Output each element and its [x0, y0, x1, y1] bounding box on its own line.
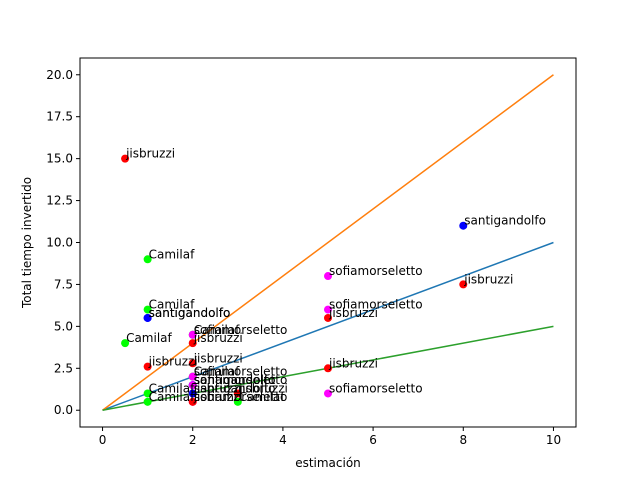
y-axis-ticks: 0.0 2.5 5.0 7.5 10.0 12.5 15.0 17.5 20.0	[46, 68, 80, 417]
data-point	[143, 305, 152, 314]
point-label: jisbruzzi	[193, 390, 243, 404]
x-axis-label: estimación	[295, 456, 361, 470]
y-tick-label: 7.5	[54, 277, 73, 291]
data-point	[121, 339, 130, 348]
point-label: santigandolfo	[194, 373, 276, 387]
data-point	[143, 255, 152, 264]
data-point	[324, 364, 332, 373]
point-label: jisbruzzi	[328, 356, 378, 370]
data-point	[188, 372, 197, 381]
point-label: sofiamorseletto	[329, 381, 423, 395]
point-label: Camilaf	[149, 298, 195, 312]
data-point	[143, 313, 152, 322]
data-point	[233, 397, 242, 406]
x-tick-label: 2	[189, 433, 197, 447]
data-point	[188, 389, 197, 398]
point-label: jisbruzzi	[238, 381, 288, 395]
y-tick-label: 2.5	[54, 361, 73, 375]
x-tick-label: 8	[459, 433, 467, 447]
data-point	[459, 280, 468, 289]
reference-line	[102, 241, 554, 411]
point-label: sofiamorseletto	[194, 365, 288, 379]
y-tick-label: 0.0	[54, 403, 73, 417]
data-point	[143, 397, 152, 406]
y-tick-label: 17.5	[46, 110, 73, 124]
point-label: sofiamorseletto	[194, 373, 288, 387]
x-tick-label: 10	[546, 433, 561, 447]
data-point	[188, 381, 197, 390]
point-label: Camilaf	[149, 381, 195, 395]
data-point	[121, 154, 130, 163]
data-points	[121, 154, 468, 406]
point-label: sofiamorseletto	[194, 323, 288, 337]
y-tick-label: 20.0	[46, 68, 73, 82]
point-label: santigandolfo	[194, 381, 276, 395]
data-point	[459, 221, 468, 230]
data-point	[233, 389, 242, 398]
point-label: santigandolfo	[149, 306, 231, 320]
point-label: jisbruzzi	[148, 355, 198, 369]
x-axis-ticks: 0 2 4 6 8 10	[99, 427, 561, 447]
data-point	[324, 305, 332, 314]
point-label: jisbruzzi	[193, 331, 243, 345]
data-point	[324, 313, 332, 322]
point-labels: jisbruzziCamilafCamilafsantigandolfosant…	[125, 147, 546, 404]
point-label: Camilaf	[126, 331, 172, 345]
data-point	[143, 362, 152, 371]
data-point	[188, 330, 197, 339]
y-tick-label: 10.0	[46, 236, 73, 250]
point-label: santigandolfo	[464, 214, 546, 228]
point-label: sofiamorseletto	[329, 264, 423, 278]
y-tick-label: 5.0	[54, 319, 73, 333]
reference-line	[102, 74, 554, 411]
point-label: sofiamorseletto	[329, 298, 423, 312]
y-tick-label: 12.5	[46, 194, 73, 208]
point-label: santigandolfo	[149, 306, 231, 320]
point-label: Camilaf	[149, 247, 195, 261]
point-label: jisbruzzi	[328, 306, 378, 320]
data-point	[324, 272, 332, 281]
point-label: jisbruzzi	[463, 272, 513, 286]
point-label: Camilaf	[194, 365, 240, 379]
data-point	[188, 359, 197, 368]
x-tick-label: 0	[99, 433, 107, 447]
point-label: jisbruzzi	[193, 381, 243, 395]
y-axis-label: Total tiempo invertido	[20, 177, 34, 309]
x-tick-label: 4	[279, 433, 287, 447]
point-label: Camilaf	[194, 323, 240, 337]
x-tick-label: 6	[369, 433, 377, 447]
point-label: Camilaf	[149, 390, 195, 404]
point-label: jisbruzzi	[125, 147, 175, 161]
point-label: santigandolfo	[194, 373, 276, 387]
y-tick-label: 15.0	[46, 152, 73, 166]
point-label: jisbruzzi	[193, 351, 243, 365]
point-label: sofiamorseletto	[194, 390, 288, 404]
data-point	[188, 397, 197, 406]
data-point	[188, 339, 197, 348]
data-point	[324, 389, 332, 398]
data-point	[143, 389, 152, 398]
point-label: Camilaf	[239, 390, 285, 404]
